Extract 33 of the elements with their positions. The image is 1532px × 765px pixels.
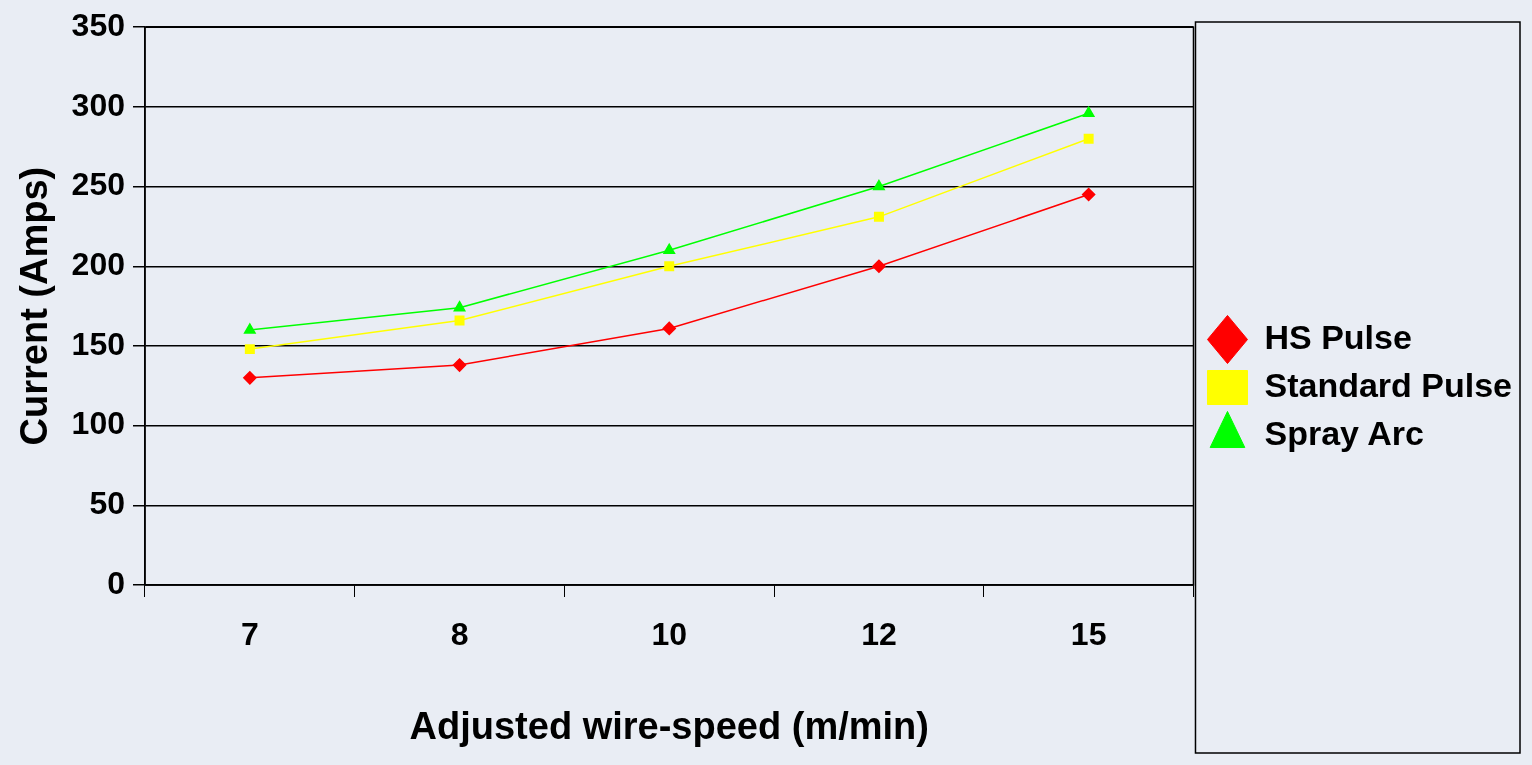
x-axis-title: Adjusted wire-speed (m/min) xyxy=(409,704,929,747)
point xyxy=(1083,133,1094,144)
legend-label: Standard Pulse xyxy=(1264,365,1512,404)
point xyxy=(872,179,885,191)
point xyxy=(662,321,676,336)
x-tick-label: 15 xyxy=(1070,616,1107,653)
y-tick-label: 300 xyxy=(71,86,125,123)
legend-label: Spray Arc xyxy=(1264,413,1424,452)
point xyxy=(664,261,675,272)
point xyxy=(244,344,255,355)
point xyxy=(453,300,466,312)
point xyxy=(243,323,256,334)
y-tick-label: 0 xyxy=(107,564,125,601)
y-axis-title: Current (Amps) xyxy=(13,166,56,446)
point xyxy=(454,315,465,326)
y-tick-label: 350 xyxy=(71,7,125,44)
point xyxy=(663,243,676,255)
point xyxy=(452,358,467,372)
y-tick-label: 200 xyxy=(71,246,125,283)
x-tick-label: 12 xyxy=(861,616,897,653)
point xyxy=(1081,187,1096,202)
y-tick-label: 100 xyxy=(71,405,125,442)
y-tick-label: 50 xyxy=(89,485,125,522)
point xyxy=(243,371,257,385)
point xyxy=(1082,106,1095,118)
x-tick-label: 10 xyxy=(651,616,688,653)
point xyxy=(873,211,884,222)
legend-label: HS Pulse xyxy=(1264,317,1412,356)
y-tick-label: 250 xyxy=(71,166,125,203)
y-tick-label: 150 xyxy=(71,325,125,362)
x-tick-label: 8 xyxy=(450,616,469,653)
x-tick-label: 7 xyxy=(240,616,259,653)
point xyxy=(872,259,886,274)
